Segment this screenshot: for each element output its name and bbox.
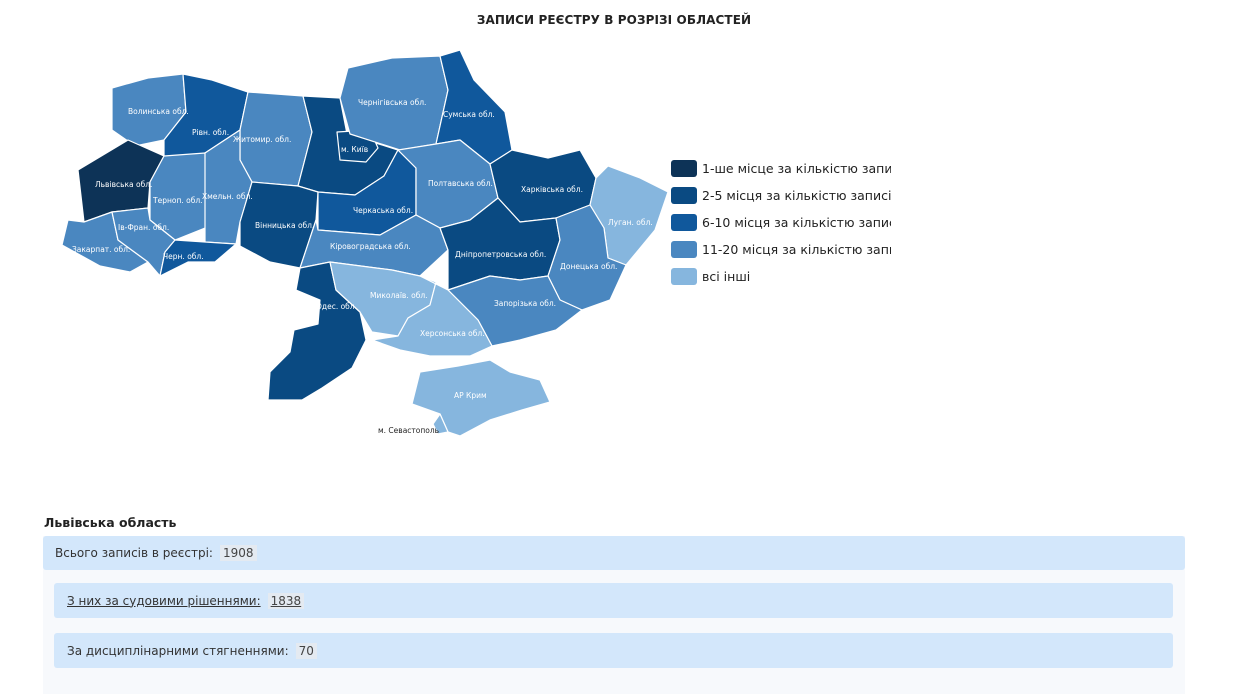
court-decisions-label[interactable]: З них за судовими рішеннями: [67,593,261,608]
region-kherson[interactable] [371,275,493,357]
page-title: ЗАПИСИ РЕЄСТРУ В РОЗРІЗІ ОБЛАСТЕЙ [476,13,752,27]
legend-label: 1-ше місце за кількістю записів [702,161,891,176]
disciplinary-value: 70 [295,642,317,659]
disciplinary-row[interactable]: За дисциплінарними стягненнями: 70 [54,633,1173,668]
legend-item-rank-1[interactable]: 1-ше місце за кількістю записів [671,155,891,182]
region-sevastopol[interactable] [432,413,449,435]
region-chernivtsi[interactable] [159,239,237,277]
legend-label: 11-20 місця за кількістю записів [702,242,891,257]
legend-swatch [671,268,697,285]
legend-label: 2-5 місця за кількістю записів в [702,188,891,203]
legend-swatch [671,160,697,177]
legend-swatch [671,214,697,231]
court-decisions-row[interactable]: З них за судовими рішеннями: 1838 [54,583,1173,618]
legend-item-rank-11-20[interactable]: 11-20 місця за кількістю записів [671,236,891,263]
region-details-title: Львівська область [44,515,177,530]
legend-swatch [671,241,697,258]
legend-item-others[interactable]: всі інші [671,263,891,290]
legend-item-rank-6-10[interactable]: 6-10 місця за кількістю записів [671,209,891,236]
total-records-row[interactable]: Всього записів в реєстрі: 1908 [43,536,1185,570]
court-decisions-value[interactable]: 1838 [267,592,305,609]
label-sevastopol: м. Севастополь [378,426,439,435]
region-donetsk[interactable] [547,204,627,311]
map-legend: 1-ше місце за кількістю записів 2-5 місц… [671,155,891,290]
legend-label: всі інші [702,269,751,284]
total-records-value: 1908 [219,545,257,561]
disciplinary-label: За дисциплінарними стягненнями: [67,643,289,658]
legend-swatch [671,187,697,204]
total-records-label: Всього записів в реєстрі: [55,546,213,560]
ukraine-map: Волинська обл. Рівн. обл. Житомир. обл. … [55,45,675,445]
legend-label: 6-10 місця за кількістю записів [702,215,891,230]
region-details-panel: Всього записів в реєстрі: 1908 З них за … [43,536,1185,694]
legend-item-rank-2-5[interactable]: 2-5 місця за кількістю записів в [671,182,891,209]
region-chernihiv[interactable] [339,55,449,151]
